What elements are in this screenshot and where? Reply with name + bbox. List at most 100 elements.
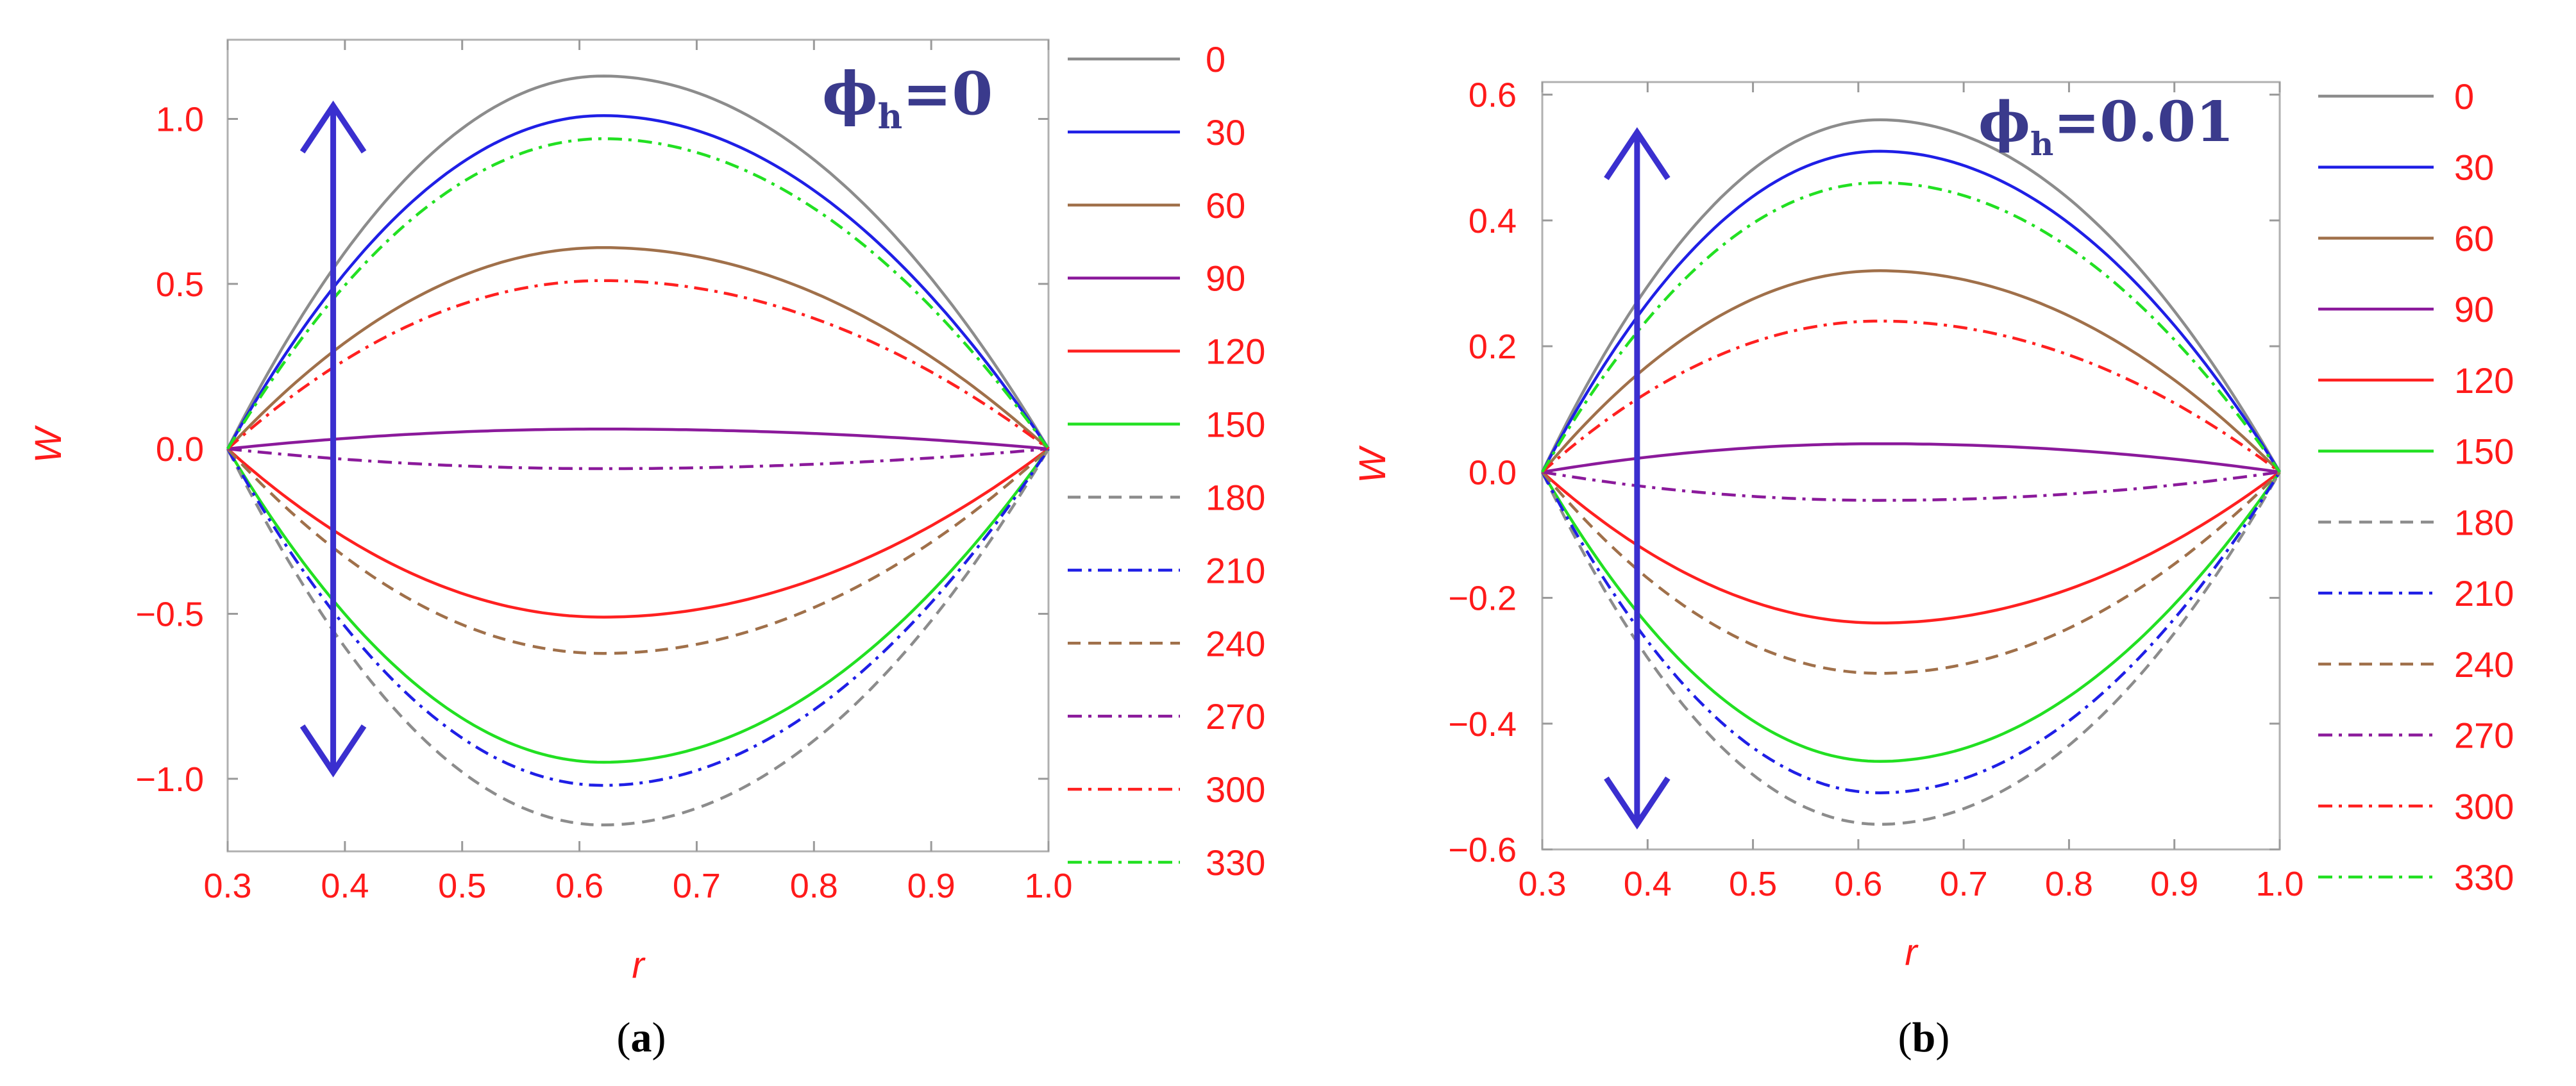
- legend-label-330: 330: [1206, 842, 1265, 883]
- legend-label-30: 30: [2454, 147, 2494, 188]
- series-line-210: [226, 447, 1050, 787]
- legend-label-120: 120: [1206, 331, 1265, 372]
- series-line-60: [226, 246, 1050, 450]
- x-axis-label: r: [1905, 931, 1919, 973]
- phi-symbol: ϕ: [822, 59, 878, 128]
- series-line-330: [226, 137, 1050, 450]
- phi-annotation: ϕh=0.01: [1978, 90, 2234, 163]
- phi-subscript: h: [2030, 125, 2053, 163]
- series-line-330: [1541, 181, 2281, 473]
- y-tick-label: 0.5: [156, 265, 204, 304]
- y-tick-label: 0.6: [1469, 76, 1517, 115]
- y-tick-label: −0.5: [135, 595, 204, 633]
- phi-symbol: ϕ: [1978, 90, 2030, 155]
- x-tick-label: 0.5: [438, 867, 486, 905]
- legend-label-240: 240: [1206, 623, 1265, 664]
- panel-caption: (a): [617, 1014, 666, 1061]
- y-tick-label: −0.6: [1448, 831, 1517, 869]
- y-axis-label: W: [1352, 445, 1393, 483]
- legend-label-0: 0: [2454, 76, 2474, 117]
- series-line-240: [1541, 471, 2281, 675]
- plot-frame: [1541, 81, 2281, 851]
- caption-close-paren: ): [1935, 1014, 1949, 1061]
- series-line-120: [1541, 471, 2281, 625]
- x-tick-label: 1.0: [1024, 867, 1072, 905]
- legend-label-270: 270: [1206, 696, 1265, 737]
- panel-b: −0.6 −0.4 −0.2 0.0 0.2 0.4 0.6 0.3 0.4 0.5 0.6 0.7 0…: [1352, 76, 2514, 1061]
- series-line-30: [226, 114, 1050, 450]
- legend-label-180: 180: [2454, 502, 2514, 542]
- y-tick-label: −0.2: [1448, 580, 1517, 618]
- phi-value: =0.01: [2053, 90, 2234, 155]
- phi-value: =0: [902, 59, 993, 128]
- legend-label-150: 150: [2454, 431, 2514, 472]
- y-tick-label: −1.0: [135, 760, 204, 799]
- series-line-300: [1541, 319, 2281, 474]
- x-axis-label: r: [632, 944, 646, 986]
- series-line-150: [1541, 471, 2281, 763]
- y-tick-label: 0.4: [1469, 202, 1517, 240]
- series-line-150: [226, 447, 1050, 764]
- x-tick-label: 0.4: [321, 867, 369, 905]
- legend-label-90: 90: [1206, 258, 1245, 299]
- caption-open-paren: (: [617, 1014, 631, 1061]
- legend-label-330: 330: [2454, 857, 2514, 898]
- series-line-270: [227, 447, 1049, 471]
- legend-label-60: 60: [1206, 185, 1245, 226]
- series-line-180: [1540, 471, 2281, 826]
- x-tick-label: 0.8: [790, 867, 838, 905]
- x-tick-label: 0.3: [1518, 865, 1566, 903]
- y-tick-label: 1.0: [156, 101, 204, 139]
- x-tick-label: 0.9: [2150, 865, 2198, 903]
- series-line-60: [1541, 269, 2281, 473]
- phi-annotation: ϕh=0: [822, 59, 993, 137]
- legend-label-120: 120: [2454, 360, 2514, 401]
- series-line-0: [1540, 118, 2281, 473]
- series-line-240: [226, 447, 1050, 655]
- caption-close-paren: ): [652, 1014, 666, 1061]
- trend-arrow: [299, 100, 367, 778]
- x-tick-label: 0.8: [2045, 865, 2093, 903]
- legend-label-180: 180: [1206, 477, 1265, 517]
- series-line-300: [226, 279, 1050, 450]
- y-tick-label: 0.0: [156, 430, 204, 469]
- x-tick-label: 0.6: [555, 867, 603, 905]
- legend-label-150: 150: [1206, 405, 1265, 445]
- x-tick-label: 0.9: [907, 867, 955, 905]
- x-tick-label: 0.6: [1834, 865, 1882, 903]
- panel-caption: (b): [1898, 1014, 1950, 1061]
- x-tick-label: 0.4: [1624, 865, 1672, 903]
- legend-label-0: 0: [1206, 39, 1225, 79]
- x-tick-label: 0.7: [673, 867, 721, 905]
- x-tick-label: 0.7: [1940, 865, 1988, 903]
- legend-label-210: 210: [2454, 573, 2514, 614]
- panel-a: −1.0 −0.5 0.0 0.5 1.0 0.3 0.4 0.5 0.6 0.7 0.8 0.9 1.…: [28, 38, 1265, 1061]
- y-tick-label: 0.2: [1469, 328, 1517, 366]
- x-tick-label: 0.3: [203, 867, 251, 905]
- x-tick-label: 0.5: [1729, 865, 1777, 903]
- y-tick-label: 0.0: [1469, 453, 1517, 492]
- legend-label-270: 270: [2454, 715, 2514, 756]
- legend-label-60: 60: [2454, 218, 2494, 258]
- caption-letter: a: [631, 1014, 652, 1061]
- legend-label-210: 210: [1206, 550, 1265, 590]
- y-axis-label: W: [28, 424, 69, 463]
- phi-subscript: h: [878, 97, 903, 137]
- series-line-180: [226, 447, 1050, 827]
- series-line-120: [226, 447, 1050, 619]
- series-line-210: [1541, 471, 2281, 794]
- series-line-0: [226, 74, 1050, 450]
- caption-letter: b: [1912, 1014, 1936, 1061]
- series-line-30: [1541, 149, 2281, 473]
- x-tick-label: 1.0: [2255, 865, 2303, 903]
- y-tick-label: −0.4: [1448, 705, 1517, 744]
- series-line-90: [1542, 442, 2280, 474]
- trend-arrow: [1604, 127, 1671, 830]
- legend-label-30: 30: [1206, 112, 1245, 153]
- legend-label-300: 300: [1206, 769, 1265, 810]
- legend-label-300: 300: [2454, 786, 2514, 826]
- caption-open-paren: (: [1898, 1014, 1912, 1061]
- legend-label-240: 240: [2454, 644, 2514, 685]
- legend-label-90: 90: [2454, 289, 2494, 330]
